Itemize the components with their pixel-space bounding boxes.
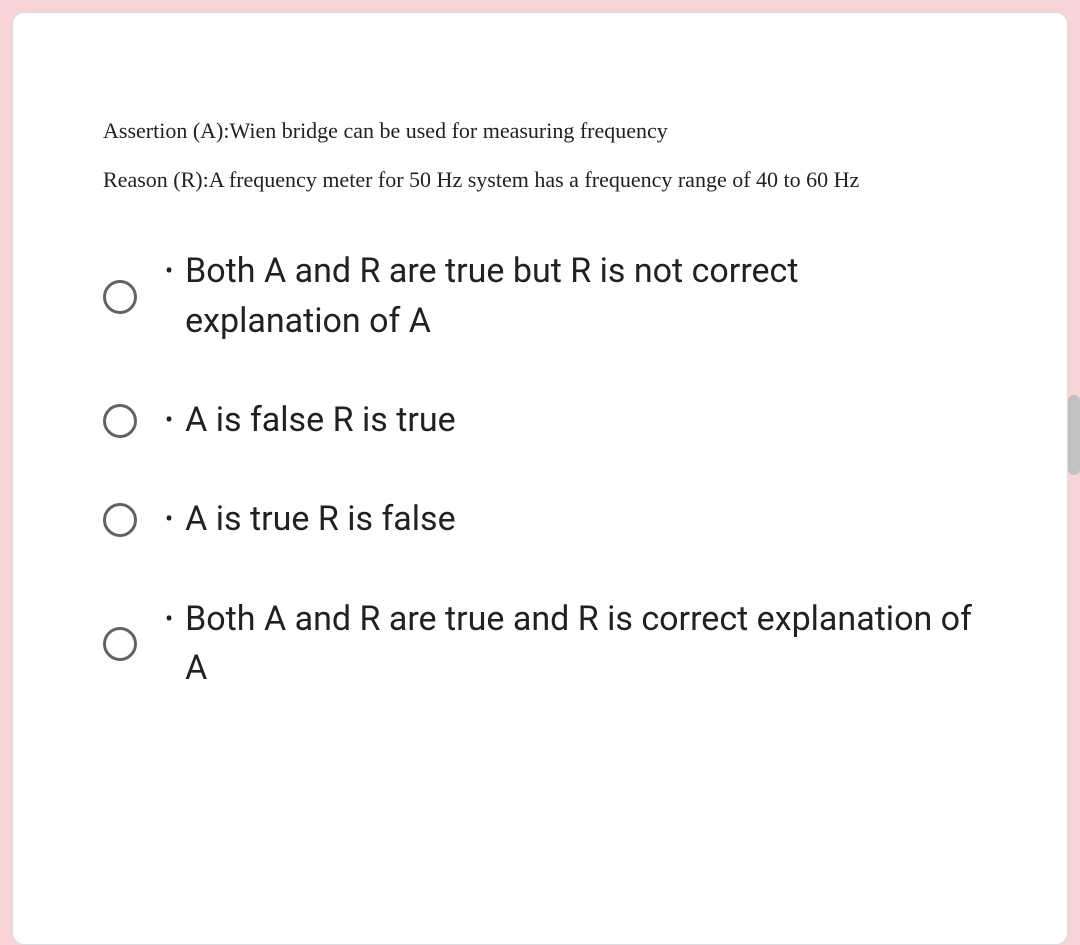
option-label: • A is true R is false — [165, 495, 456, 544]
radio-icon[interactable] — [103, 280, 137, 314]
question-card: Assertion (A):Wien bridge can be used fo… — [12, 12, 1068, 945]
bullet-icon: • — [165, 254, 173, 289]
options-container: • Both A and R are true but R is not cor… — [103, 247, 977, 693]
bullet-icon: • — [165, 602, 173, 637]
assertion-text: Assertion (A):Wien bridge can be used fo… — [103, 113, 977, 148]
scrollbar-track — [1068, 0, 1080, 945]
radio-icon[interactable] — [103, 503, 137, 537]
option-row[interactable]: • Both A and R are true but R is not cor… — [103, 247, 977, 346]
option-label: • Both A and R are true but R is not cor… — [165, 247, 977, 346]
option-label: • Both A and R are true and R is correct… — [165, 595, 977, 694]
option-row[interactable]: • A is false R is true — [103, 396, 977, 445]
question-text: Assertion (A):Wien bridge can be used fo… — [103, 113, 977, 197]
option-label: • A is false R is true — [165, 396, 456, 445]
option-row[interactable]: • Both A and R are true and R is correct… — [103, 595, 977, 694]
scrollbar-thumb[interactable] — [1068, 395, 1080, 475]
bullet-icon: • — [165, 403, 173, 438]
radio-icon[interactable] — [103, 627, 137, 661]
radio-icon[interactable] — [103, 404, 137, 438]
reason-text: Reason (R):A frequency meter for 50 Hz s… — [103, 162, 977, 197]
option-row[interactable]: • A is true R is false — [103, 495, 977, 544]
bullet-icon: • — [165, 502, 173, 537]
